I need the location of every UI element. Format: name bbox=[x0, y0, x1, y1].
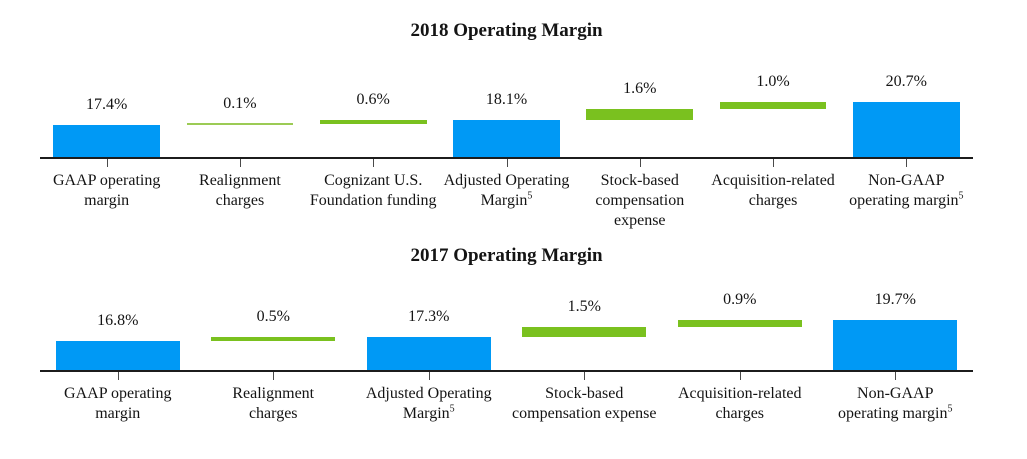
category-label-stock-based-compensation-expense: Stock-based compensation expense bbox=[595, 172, 685, 229]
axis-tick bbox=[506, 159, 508, 167]
footnote-reference: 5 bbox=[947, 403, 953, 415]
axis-tick bbox=[428, 372, 430, 380]
value-label-cognizant-u-s-foundation-funding: 0.6% bbox=[356, 90, 390, 108]
x-axis-line-2017 bbox=[40, 370, 973, 372]
value-label-non-gaap-operating-margin: 20.7% bbox=[885, 72, 927, 90]
value-label-acquisition-related-charges: 1.0% bbox=[756, 72, 790, 90]
bar-adjusted-operating-margin bbox=[366, 337, 491, 370]
category-label-non-gaap-operating-margin: Non-GAAP operating margin5 bbox=[849, 172, 964, 209]
axis-tick bbox=[106, 159, 108, 167]
category-label-adjusted-operating-margin: Adjusted Operating Margin5 bbox=[443, 172, 570, 209]
value-label-stock-based-compensation-expense: 1.5% bbox=[567, 297, 601, 315]
bar-non-gaap-operating-margin bbox=[853, 101, 960, 157]
chart-2018-operating-margin: 2018 Operating Margin 17.4% 0.1% 0.6% 18.1%… bbox=[0, 20, 1027, 231]
category-label-realignment-charges: Realignment charges bbox=[232, 385, 315, 422]
category-label-gaap-operating-margin: GAAP operating margin bbox=[52, 172, 161, 209]
plot-area-2018: 17.4% 0.1% 0.6% 18.1% 1.6% 1.0% 20.7% bbox=[40, 73, 973, 157]
axis-tick bbox=[239, 159, 241, 167]
footnote-reference: 5 bbox=[449, 403, 455, 415]
x-axis-labels-2017: GAAP operating margin Realignment charges Ad… bbox=[40, 384, 973, 424]
value-label-gaap-operating-margin: 16.8% bbox=[97, 311, 139, 329]
value-label-gaap-operating-margin: 17.4% bbox=[85, 95, 128, 113]
x-axis-ticks-2018 bbox=[40, 159, 973, 168]
axis-tick bbox=[739, 372, 741, 380]
axis-tick bbox=[584, 372, 586, 380]
bar-realignment-charges bbox=[211, 337, 336, 341]
axis-tick bbox=[639, 159, 641, 167]
category-label-non-gaap-operating-margin: Non-GAAP operating margin5 bbox=[838, 385, 953, 422]
axis-tick bbox=[906, 159, 908, 167]
value-label-stock-based-compensation-expense: 1.6% bbox=[623, 79, 657, 97]
chart-title-2017: 2017 Operating Margin bbox=[410, 245, 603, 266]
plot-area-2017: 16.8% 0.5% 17.3% 1.5% 0.9% 19.7% bbox=[40, 291, 973, 370]
category-label-adjusted-operating-margin: Adjusted Operating Margin5 bbox=[365, 385, 492, 422]
value-label-acquisition-related-charges: 0.9% bbox=[723, 291, 757, 309]
x-axis-ticks-2017 bbox=[40, 372, 973, 381]
x-axis-line-2018 bbox=[40, 157, 973, 159]
axis-tick bbox=[895, 372, 897, 380]
operating-margin-charts: 2018 Operating Margin 17.4% 0.1% 0.6% 18.1%… bbox=[0, 20, 1027, 424]
value-label-realignment-charges: 0.1% bbox=[223, 95, 257, 113]
category-label-acquisition-related-charges: Acquisition-related charges bbox=[677, 385, 802, 422]
bar-non-gaap-operating-margin bbox=[833, 320, 958, 370]
category-label-realignment-charges: Realignment charges bbox=[199, 172, 281, 209]
category-label-cognizant-u-s-foundation-funding: Cognizant U.S. Foundation funding bbox=[309, 172, 437, 209]
bar-acquisition-related-charges bbox=[719, 101, 827, 109]
category-label-gaap-operating-margin: GAAP operating margin bbox=[64, 385, 172, 422]
bar-stock-based-compensation-expense bbox=[586, 108, 694, 120]
value-label-non-gaap-operating-margin: 19.7% bbox=[874, 291, 916, 309]
bar-gaap-operating-margin bbox=[53, 124, 160, 157]
value-label-adjusted-operating-margin: 17.3% bbox=[408, 308, 450, 326]
value-label-adjusted-operating-margin: 18.1% bbox=[485, 90, 528, 108]
value-label-realignment-charges: 0.5% bbox=[256, 308, 290, 326]
bar-acquisition-related-charges bbox=[677, 320, 802, 327]
bar-cognizant-u-s-foundation-funding bbox=[319, 119, 427, 125]
x-axis-labels-2018: GAAP operating margin Realignment charges Co… bbox=[40, 171, 973, 231]
axis-tick bbox=[373, 159, 375, 167]
bar-realignment-charges bbox=[186, 122, 294, 125]
footnote-reference: 5 bbox=[527, 190, 533, 202]
bar-gaap-operating-margin bbox=[55, 340, 180, 370]
axis-tick bbox=[273, 372, 275, 380]
category-label-acquisition-related-charges: Acquisition-related charges bbox=[711, 172, 835, 209]
chart-2017-operating-margin: 2017 Operating Margin 16.8% 0.5% 17.3% 1.5%… bbox=[0, 245, 1027, 424]
category-label-stock-based-compensation-expense: Stock-based compensation expense bbox=[512, 385, 657, 422]
axis-tick bbox=[117, 372, 119, 380]
chart-title-2018: 2018 Operating Margin bbox=[410, 20, 603, 41]
bar-adjusted-operating-margin bbox=[453, 119, 560, 157]
bar-stock-based-compensation-expense bbox=[522, 326, 647, 338]
axis-tick bbox=[773, 159, 775, 167]
footnote-reference: 5 bbox=[958, 190, 964, 202]
